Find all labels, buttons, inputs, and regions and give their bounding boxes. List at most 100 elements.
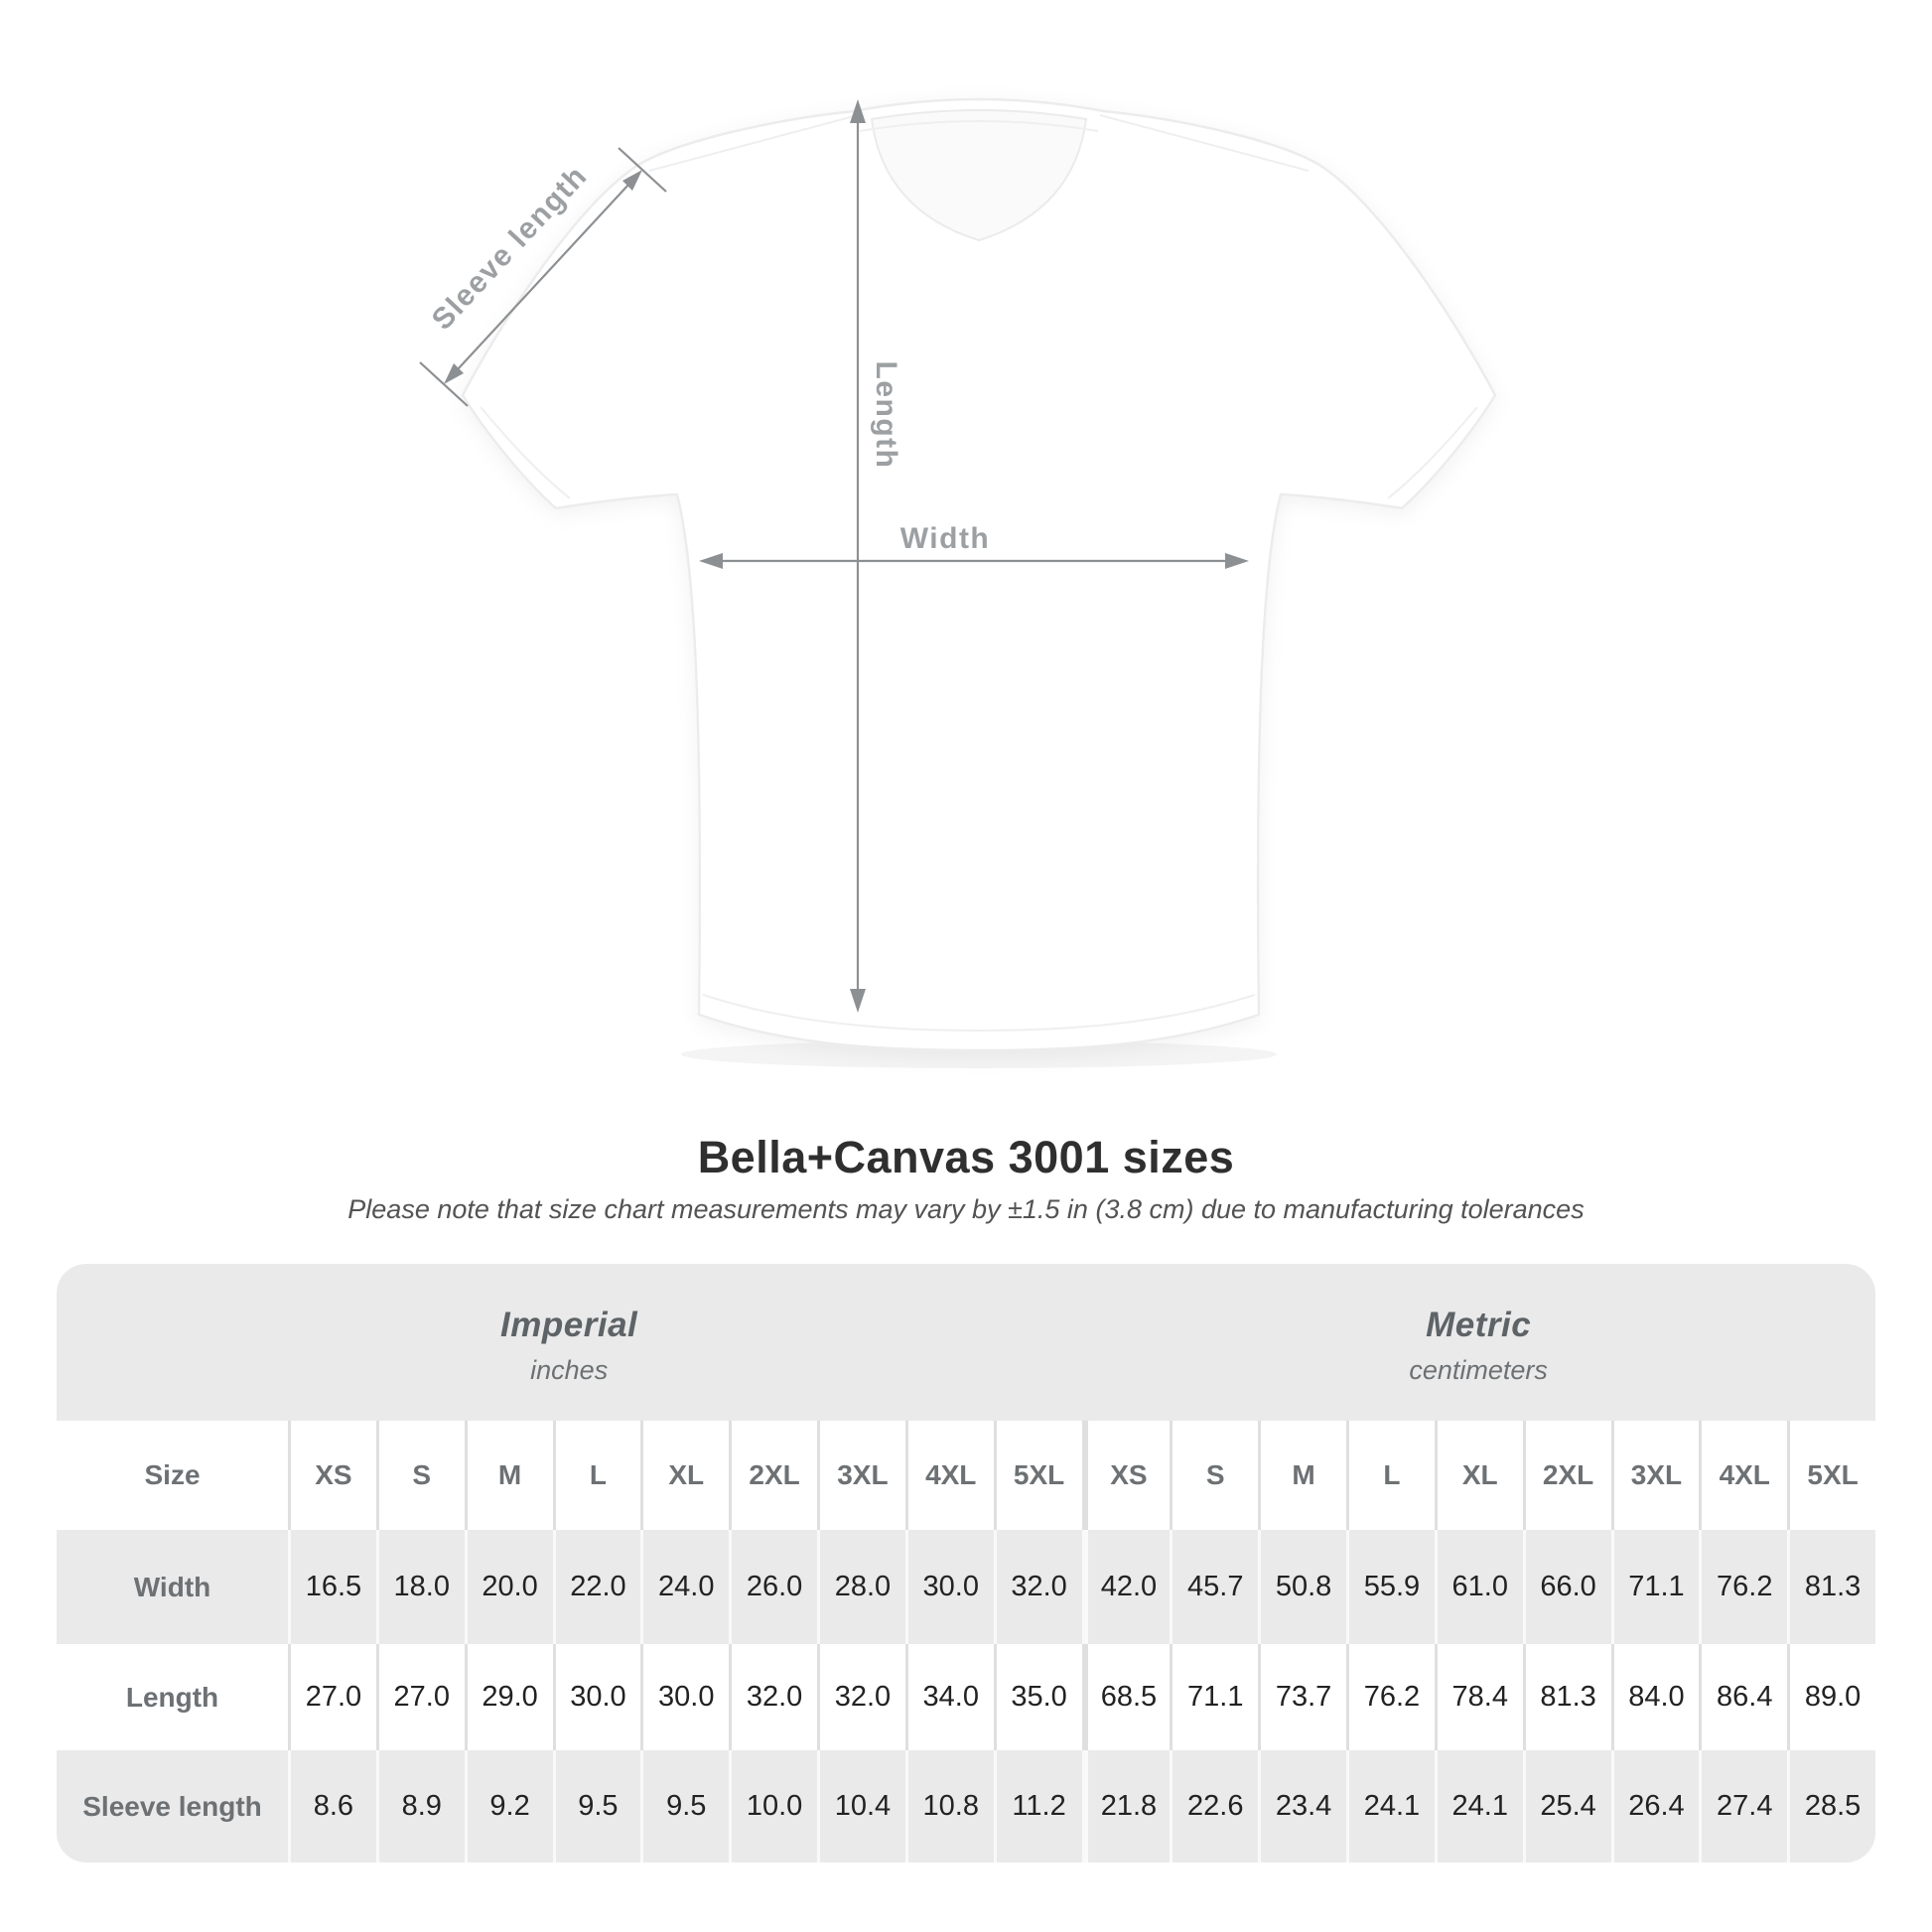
table-cell: 23.4 [1258, 1750, 1346, 1863]
row-label: Width [133, 1571, 211, 1602]
table-cell: 89.0 [1787, 1644, 1875, 1750]
table-cell: 9.5 [640, 1750, 729, 1863]
imperial-title: Imperial [500, 1305, 638, 1344]
unit-header-row: Imperial inches Metric centimeters [57, 1264, 1875, 1421]
table-cell: 18.0 [375, 1530, 465, 1644]
table-cell: 26.0 [729, 1530, 817, 1644]
table-cell: 22.6 [1170, 1750, 1258, 1863]
row-label: Sleeve length [82, 1790, 262, 1822]
table-cell: 50.8 [1258, 1530, 1346, 1644]
table-cell: 27.4 [1699, 1750, 1787, 1863]
table-cell: 10.0 [729, 1750, 817, 1863]
table-cell: 25.4 [1522, 1750, 1611, 1863]
table-cell: 30.0 [904, 1530, 994, 1644]
size-column-header: 5XL [993, 1421, 1082, 1530]
imperial-unit: inches [530, 1354, 609, 1385]
length-label: Length [870, 361, 902, 470]
table-cell: 20.0 [464, 1530, 553, 1644]
size-column-header: XL [640, 1421, 730, 1530]
size-column-header: XS [288, 1421, 376, 1530]
table-cell: 81.3 [1787, 1530, 1875, 1644]
table-cell: 9.5 [552, 1750, 641, 1863]
size-column-header: 5XL [1787, 1421, 1875, 1530]
size-header-row: Size XS S M L XL 2XL 3XL 4XL 5XL XS S M L XL 2XL 3XL 4XL… [57, 1421, 1875, 1530]
size-column-header: XS [1081, 1421, 1171, 1530]
size-column-header: S [375, 1421, 465, 1530]
table-cell: 76.2 [1699, 1530, 1787, 1644]
table-cell: 76.2 [1346, 1644, 1435, 1750]
tshirt-illustration [461, 97, 1497, 1052]
imperial-header: Imperial inches [57, 1264, 1081, 1421]
table-cell: 35.0 [993, 1644, 1082, 1750]
table-cell: 11.2 [993, 1750, 1082, 1863]
table-cell: 34.0 [904, 1644, 994, 1750]
width-label: Width [900, 522, 991, 555]
table-cell: 28.0 [817, 1530, 905, 1644]
table-cell: 24.1 [1434, 1750, 1523, 1863]
table-cell: 21.8 [1081, 1750, 1171, 1863]
size-column-header: XL [1434, 1421, 1523, 1530]
tshirt-diagram: Length Width Sleeve length [419, 97, 1497, 1068]
size-column-header: M [464, 1421, 553, 1530]
shirt-shadow [681, 1040, 1277, 1068]
table-cell: 27.0 [375, 1644, 465, 1750]
table-cell: 81.3 [1522, 1644, 1611, 1750]
length-arrow [850, 99, 866, 1013]
size-column-header: M [1258, 1421, 1346, 1530]
table-cell: 9.2 [464, 1750, 553, 1863]
size-header-label: Size [57, 1421, 288, 1530]
table-cell: 8.9 [375, 1750, 465, 1863]
size-column-header: 2XL [729, 1421, 817, 1530]
table-cell: 68.5 [1081, 1644, 1171, 1750]
table-cell: 86.4 [1699, 1644, 1788, 1750]
size-column-header: 4XL [1699, 1421, 1788, 1530]
table-cell: 10.8 [904, 1750, 994, 1863]
size-table: Imperial inches Metric centimeters Size … [57, 1264, 1875, 1863]
table-cell: 42.0 [1081, 1530, 1171, 1644]
table-row: Length 27.0 27.0 29.0 30.0 30.0 32.0 32.0 34.0 35… [57, 1644, 1875, 1750]
table-row: Width 16.5 18.0 20.0 22.0 24.0 26.0 28.0 30.0 32.… [57, 1530, 1875, 1644]
table-cell: 71.1 [1170, 1644, 1259, 1750]
table-cell: 24.1 [1346, 1750, 1435, 1863]
sleeve-length-arrow [419, 147, 667, 407]
size-column-header: 2XL [1522, 1421, 1611, 1530]
table-cell: 10.4 [817, 1750, 905, 1863]
page-title: Bella+Canvas 3001 sizes [697, 1132, 1235, 1182]
table-cell: 55.9 [1346, 1530, 1435, 1644]
table-cell: 22.0 [552, 1530, 641, 1644]
table-cell: 16.5 [288, 1530, 376, 1644]
table-body: Width 16.5 18.0 20.0 22.0 24.0 26.0 28.0 30.0 32.… [57, 1530, 1875, 1863]
table-cell: 71.1 [1610, 1530, 1700, 1644]
table-cell: 84.0 [1610, 1644, 1700, 1750]
table-row: Sleeve length 8.6 8.9 9.2 9.5 9.5 10.0 10.4 10.8… [57, 1750, 1875, 1863]
row-label: Length [57, 1644, 288, 1750]
table-cell: 32.0 [729, 1644, 817, 1750]
table-cell: 61.0 [1434, 1530, 1523, 1644]
metric-unit: centimeters [1409, 1354, 1548, 1385]
table-cell: 32.0 [993, 1530, 1082, 1644]
table-cell: 66.0 [1522, 1530, 1611, 1644]
table-cell: 8.6 [288, 1750, 376, 1863]
size-column-header: L [552, 1421, 641, 1530]
table-cell: 45.7 [1170, 1530, 1258, 1644]
table-cell: 28.5 [1787, 1750, 1875, 1863]
size-column-header: L [1346, 1421, 1435, 1530]
table-cell: 27.0 [288, 1644, 376, 1750]
table-cell: 32.0 [817, 1644, 905, 1750]
page-subtitle: Please note that size chart measurements… [347, 1194, 1585, 1224]
table-cell: 26.4 [1610, 1750, 1700, 1863]
table-cell: 29.0 [464, 1644, 553, 1750]
size-column-header: 3XL [1610, 1421, 1700, 1530]
size-column-header: 4XL [904, 1421, 994, 1530]
table-cell: 30.0 [640, 1644, 730, 1750]
width-arrow [699, 553, 1249, 569]
size-column-header: S [1170, 1421, 1259, 1530]
size-column-header: 3XL [817, 1421, 905, 1530]
table-cell: 24.0 [640, 1530, 729, 1644]
table-cell: 73.7 [1258, 1644, 1346, 1750]
table-cell: 30.0 [552, 1644, 641, 1750]
metric-title: Metric [1426, 1305, 1532, 1344]
metric-header: Metric centimeters [1081, 1264, 1875, 1421]
table-cell: 78.4 [1434, 1644, 1523, 1750]
